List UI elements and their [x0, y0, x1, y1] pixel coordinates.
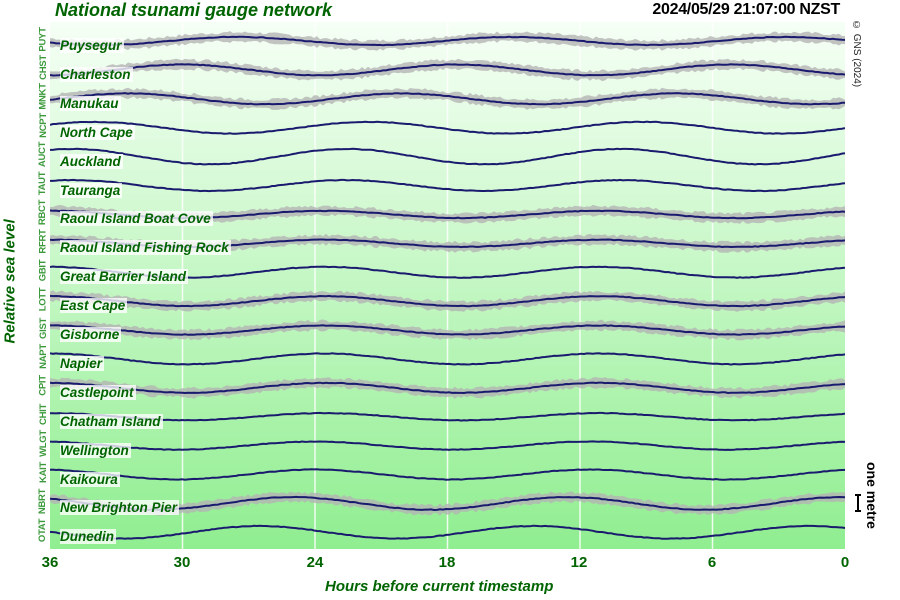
station-label-kait: Kaikoura	[60, 471, 120, 487]
station-code-chst: CHST	[37, 55, 49, 81]
x-tick-12: 12	[570, 554, 588, 571]
trace-ncpt	[50, 120, 845, 135]
x-tick-36: 36	[41, 554, 59, 571]
x-tick-6: 6	[707, 554, 717, 571]
one-metre-scale-bar	[855, 494, 861, 512]
noise-envelope-lott	[50, 290, 845, 312]
station-label-rbct: Raoul Island Boat Cove	[60, 211, 213, 227]
noise-envelope-rbct	[50, 204, 845, 224]
station-code-gist: GIST	[37, 317, 49, 339]
station-label-gist: Gisborne	[60, 327, 122, 342]
current-timestamp: 2024/05/29 21:07:00 NZST	[652, 1, 840, 18]
trace-napt	[50, 352, 845, 366]
station-label-puyt: Puysegur	[60, 38, 124, 53]
noise-envelope-nbrt	[50, 491, 845, 516]
station-label-cpit: Castlepoint	[60, 384, 136, 400]
station-label-mnkt: Manukau	[60, 95, 121, 111]
station-label-chit: Chatham Island	[60, 413, 163, 429]
trace-otat	[50, 524, 845, 540]
station-label-rfrt: Raoul Island Fishing Rock	[60, 240, 231, 256]
station-label-otat: Dunedin	[60, 529, 116, 545]
copyright-notice: © GNS (2024)	[851, 20, 862, 88]
trace-puyt	[50, 35, 845, 47]
station-code-ncpt: NCPT	[37, 113, 49, 139]
station-code-taut: TAUT	[37, 171, 49, 196]
scale-bar-label: one metre	[864, 462, 880, 529]
chart-title: National tsunami gauge network	[55, 0, 333, 20]
noise-envelope-cpit	[50, 377, 845, 399]
vertical-gridlines	[181, 22, 714, 549]
station-code-puyt: PUYT	[37, 26, 49, 52]
station-code-lott: LOTT	[37, 287, 49, 311]
y-axis-label: Relative sea level	[1, 219, 19, 344]
station-label-wlgt: Wellington	[60, 442, 131, 458]
station-code-kait: KAIT	[37, 462, 49, 483]
station-code-rfrt: RFRT	[37, 229, 49, 254]
station-code-wlgt: WLGT	[37, 430, 49, 457]
station-label-gbit: Great Barrier Island	[60, 269, 189, 285]
trace-chit	[50, 411, 845, 422]
noise-envelope-chst	[50, 58, 845, 82]
trace-nbrt	[50, 495, 845, 512]
station-label-ncpt: North Cape	[60, 124, 135, 140]
station-label-auct: Auckland	[60, 153, 123, 169]
station-code-otat: OTAT	[37, 518, 49, 542]
trace-chst	[50, 63, 845, 77]
trace-group	[50, 31, 845, 540]
trace-taut	[50, 178, 845, 193]
station-code-gbit: GBIT	[37, 259, 49, 281]
trace-mnkt	[50, 92, 845, 106]
station-label-chst: Charleston	[60, 66, 133, 82]
noise-envelope-gist	[50, 319, 845, 341]
station-code-nbrt: NBRT	[37, 488, 49, 514]
tide-traces	[50, 22, 845, 549]
x-tick-24: 24	[306, 554, 324, 571]
station-code-cpit: CPIT	[37, 375, 49, 397]
station-code-mnkt: MNKT	[37, 83, 49, 110]
trace-cpit	[50, 381, 845, 395]
trace-auct	[50, 147, 845, 166]
trace-wlgt	[50, 440, 845, 451]
trace-gist	[50, 324, 845, 336]
x-tick-0: 0	[840, 554, 850, 571]
station-label-taut: Tauranga	[60, 182, 123, 198]
plot-area	[50, 22, 845, 549]
station-code-napt: NAPT	[37, 344, 49, 370]
station-code-chit: CHIT	[37, 404, 49, 426]
x-axis-label: Hours before current timestamp	[325, 578, 554, 595]
station-code-auct: AUCT	[37, 142, 49, 168]
noise-envelope-rfrt	[50, 233, 845, 253]
station-code-column: PUYT CHST MNKT NCPT AUCT TAUT RBCT RFRT GBIT LOTT…	[36, 22, 50, 549]
trace-kait	[50, 468, 845, 481]
x-tick-30: 30	[173, 554, 191, 571]
station-label-nbrt: New Brighton Pier	[60, 500, 180, 516]
station-code-rbct: RBCT	[37, 199, 49, 225]
trace-lott	[50, 294, 845, 308]
x-tick-18: 18	[438, 554, 456, 571]
station-label-napt: Napier	[60, 355, 105, 371]
station-label-lott: East Cape	[60, 298, 128, 314]
